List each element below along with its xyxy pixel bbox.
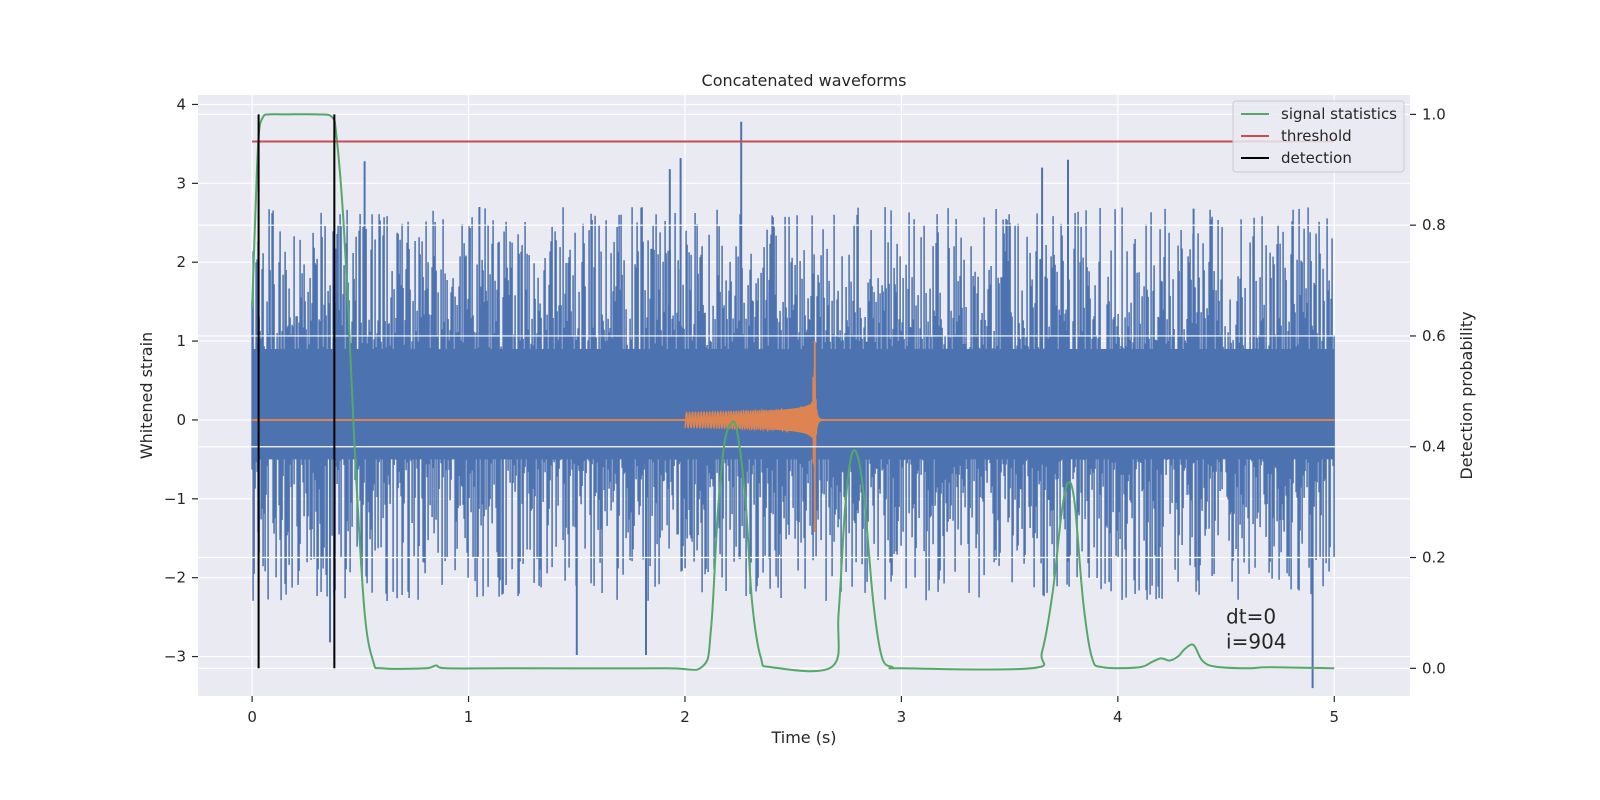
y-right-tick-label: 0.2	[1422, 549, 1446, 567]
legend-label: threshold	[1281, 127, 1352, 145]
y-right-tick-label: 0.8	[1422, 216, 1446, 234]
strain-spikes	[329, 121, 1314, 689]
template-series	[252, 341, 1335, 532]
detection-series	[257, 114, 336, 669]
y-left-tick-label: 4	[176, 95, 186, 113]
y-left-tick-label: −1	[164, 490, 186, 508]
axis-ticks: 0 1 2 3 4 5 −3 −2 −1 0 1 2 3 4 0.0 0.2 0.4 0.6 0.8 1.0	[164, 95, 1446, 726]
x-axis-label: Time (s)	[770, 728, 836, 747]
strain-trace	[251, 207, 1335, 601]
y-right-tick-label: 0.6	[1422, 327, 1446, 345]
x-tick-label: 0	[247, 708, 257, 726]
y-right-tick-label: 0.4	[1422, 438, 1446, 456]
x-tick-label: 1	[464, 708, 474, 726]
annotation-index: i=904	[1226, 630, 1287, 654]
strain-series	[251, 121, 1335, 689]
y-right-tick-label: 1.0	[1422, 105, 1446, 123]
x-tick-label: 3	[897, 708, 907, 726]
y-axis-right-label: Detection probability	[1457, 311, 1476, 479]
chart-title: Concatenated waveforms	[702, 71, 907, 90]
y-right-tick-label: 0.0	[1422, 659, 1446, 677]
annotation: dt=0 i=904	[1226, 604, 1287, 653]
legend-label: detection	[1281, 149, 1352, 167]
y-left-tick-label: 0	[176, 411, 186, 429]
template-chirp	[684, 369, 826, 469]
y-left-tick-label: 3	[176, 174, 186, 192]
signal-statistics-line	[251, 113, 1335, 673]
y-axis-left-label: Whitened strain	[137, 332, 156, 459]
legend: signal statistics threshold detection	[1232, 100, 1405, 173]
y-left-tick-label: −2	[164, 569, 186, 587]
legend-label: signal statistics	[1281, 105, 1397, 123]
annotation-dt: dt=0	[1226, 604, 1276, 628]
signal-statistics-series	[251, 113, 1335, 673]
y-left-tick-label: 2	[176, 253, 186, 271]
right-axis-grid	[198, 113, 1410, 669]
y-left-tick-label: 1	[176, 332, 186, 350]
legend-box	[1232, 100, 1405, 173]
x-tick-label: 4	[1113, 708, 1123, 726]
x-tick-label: 5	[1329, 708, 1339, 726]
y-left-tick-label: −3	[164, 648, 186, 666]
x-tick-label: 2	[680, 708, 690, 726]
